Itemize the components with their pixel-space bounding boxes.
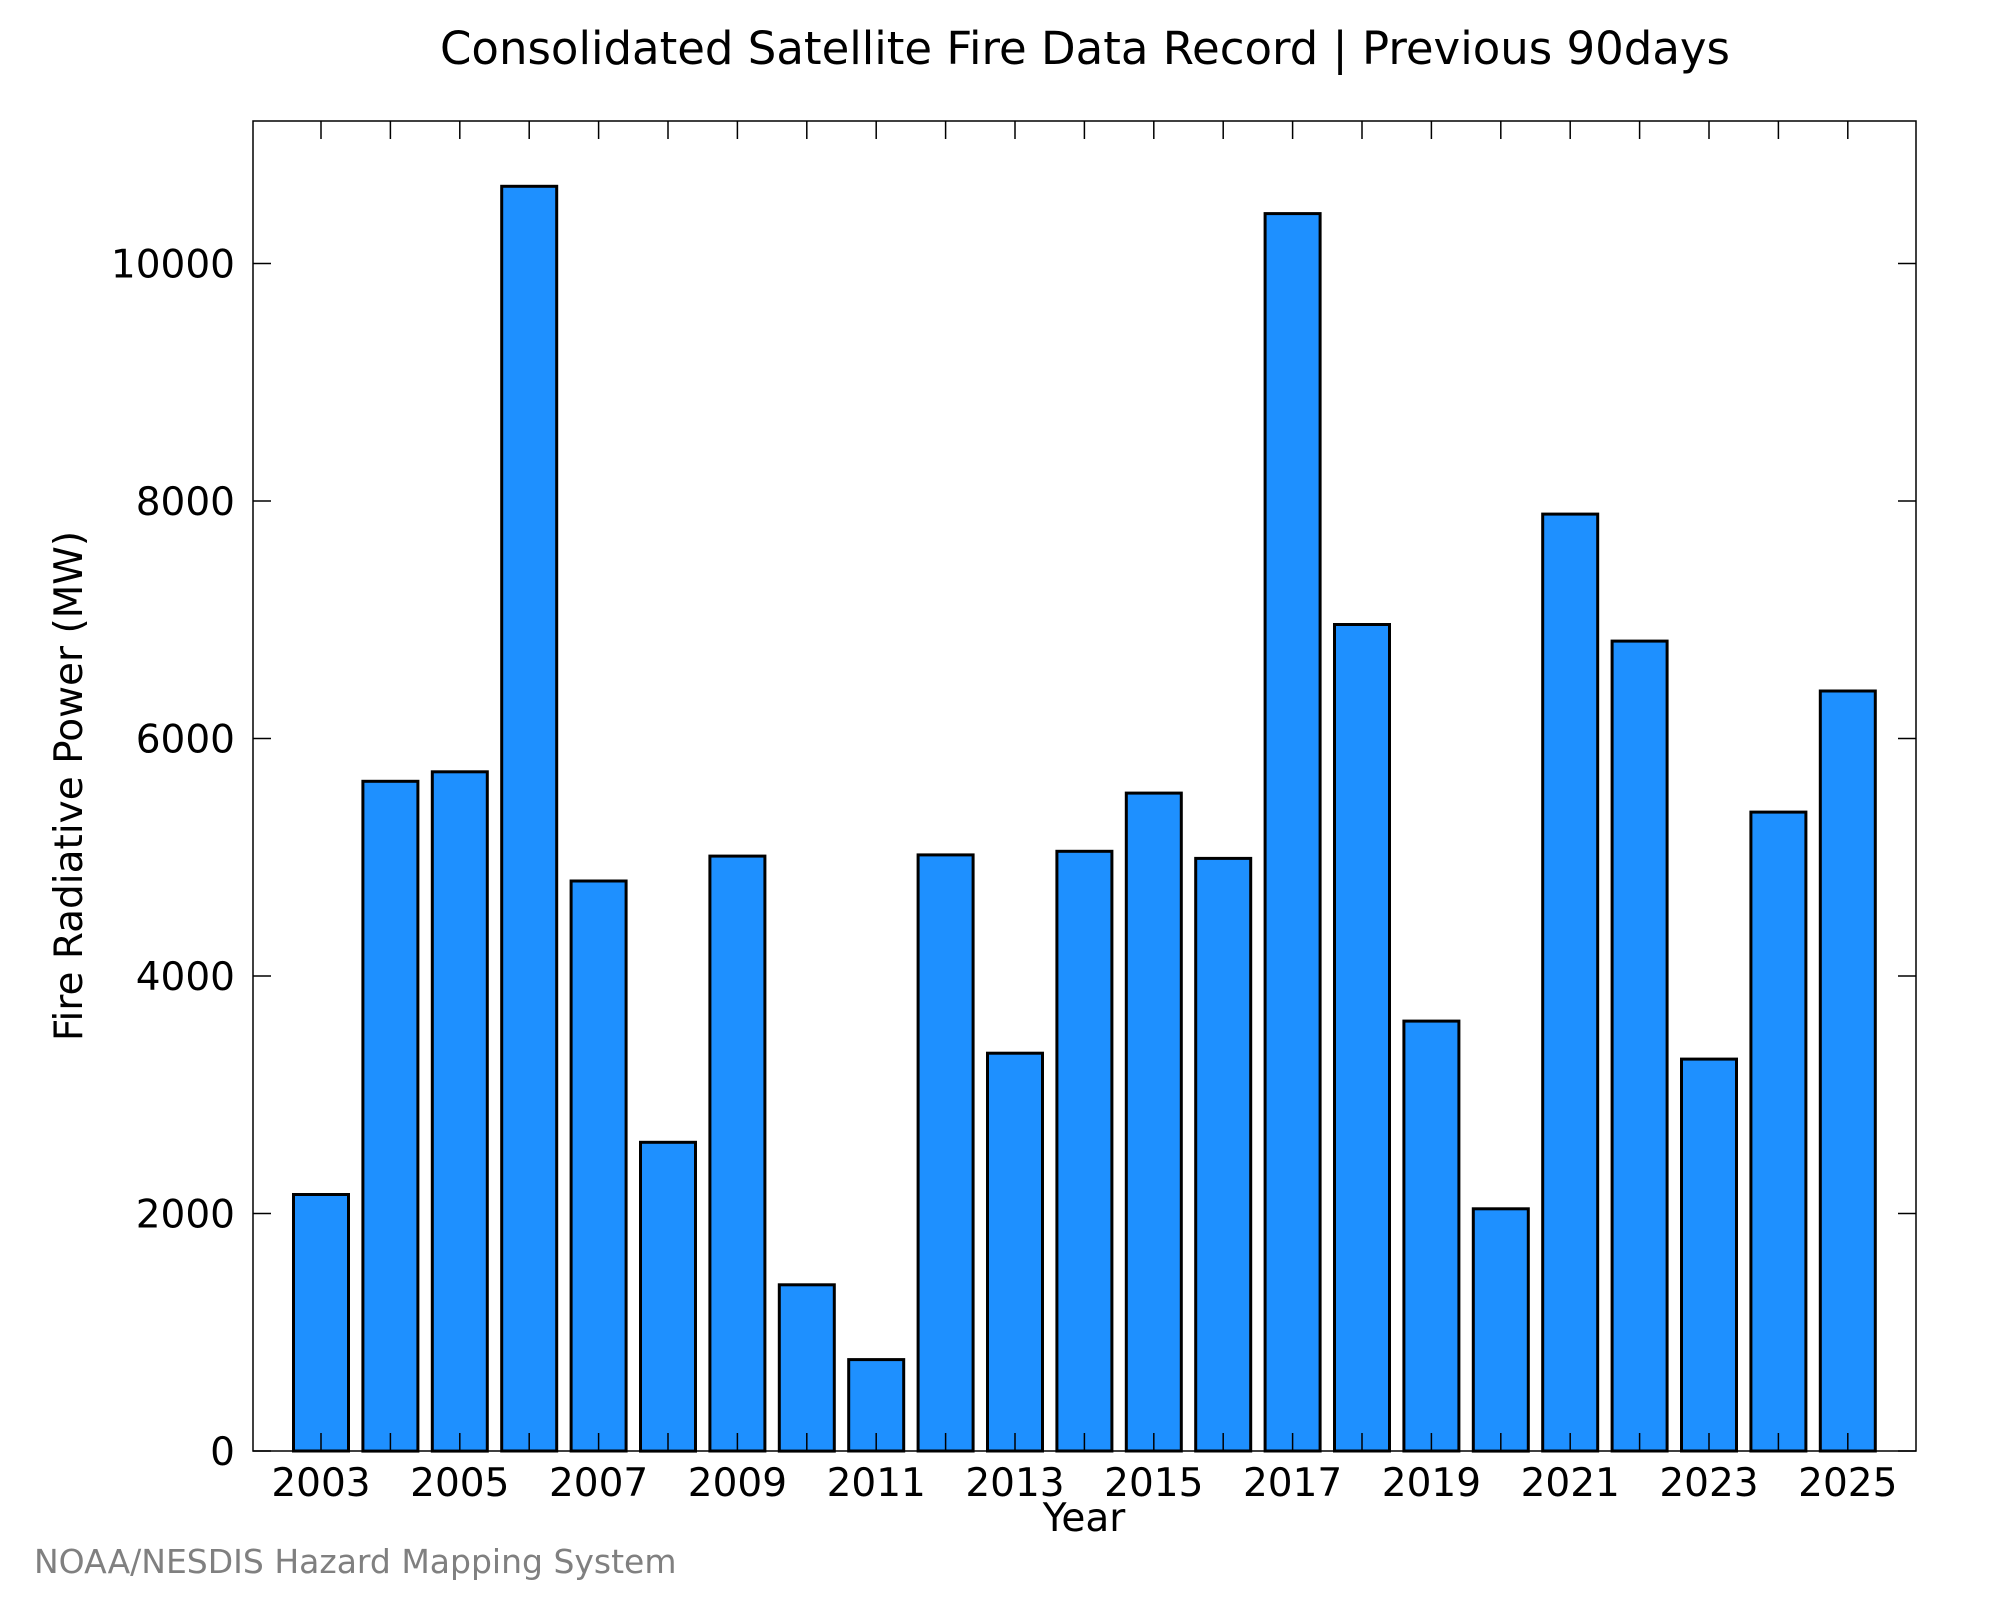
x-tick-label: 2007 (549, 1461, 648, 1506)
y-tick-label: 4000 (136, 955, 235, 1000)
bar-2004 (361, 779, 420, 1453)
x-tick-label: 2011 (827, 1461, 926, 1506)
y-tick-label: 6000 (136, 718, 235, 763)
bar-2025 (1818, 689, 1877, 1453)
bar-2007 (569, 879, 628, 1453)
bar-2017 (1263, 212, 1322, 1453)
bar-2012 (916, 853, 975, 1453)
plot-frame (252, 120, 1917, 1452)
bar-2020 (1471, 1207, 1530, 1453)
bar-2008 (639, 1140, 697, 1453)
x-axis-label: Year (1042, 1496, 1127, 1541)
bar-2013 (986, 1051, 1044, 1453)
x-tick-label: 2009 (688, 1461, 787, 1506)
x-tick-label: 2021 (1521, 1461, 1620, 1506)
x-tick-label: 2013 (965, 1461, 1064, 1506)
bar-2010 (777, 1283, 836, 1453)
x-tick-label: 2017 (1243, 1461, 1342, 1506)
x-tick-label: 2015 (1104, 1461, 1203, 1506)
x-tick-labels: 2003 2005 2007 2009 2011 2013 2015 2017 2019 2021… (271, 1461, 1897, 1506)
bar-2015 (1124, 791, 1183, 1453)
bar-2016 (1194, 856, 1253, 1453)
bar-2019 (1402, 1019, 1461, 1453)
bar-2018 (1333, 623, 1391, 1453)
x-tick-label: 2019 (1382, 1461, 1481, 1506)
x-tick-label: 2005 (410, 1461, 509, 1506)
bar-2023 (1680, 1057, 1738, 1453)
bar-2009 (708, 854, 767, 1453)
bars-layer (292, 184, 1877, 1453)
y-tick-label: 0 (210, 1430, 235, 1475)
y-tick-label: 8000 (136, 480, 235, 525)
bar-2021 (1541, 512, 1600, 1453)
bar-2006 (500, 184, 559, 1453)
x-tick-label: 2023 (1659, 1461, 1758, 1506)
x-tick-label: 2025 (1798, 1461, 1897, 1506)
y-tick-label: 2000 (136, 1193, 235, 1238)
chart-title: Consolidated Satellite Fire Data Record … (440, 22, 1730, 75)
bar-2005 (430, 770, 489, 1453)
y-tick-labels: 0 2000 4000 6000 8000 10000 (111, 243, 235, 1476)
bar-2014 (1055, 849, 1114, 1453)
bar-2024 (1749, 810, 1808, 1453)
x-tick-label: 2003 (271, 1461, 370, 1506)
ticks-layer (253, 121, 1916, 1452)
y-axis-label: Fire Radiative Power (MW) (47, 531, 92, 1041)
y-tick-label: 10000 (111, 243, 235, 288)
bar-2003 (292, 1193, 350, 1453)
credit-text: NOAA/NESDIS Hazard Mapping System (34, 1542, 677, 1581)
bar-2022 (1610, 639, 1669, 1453)
